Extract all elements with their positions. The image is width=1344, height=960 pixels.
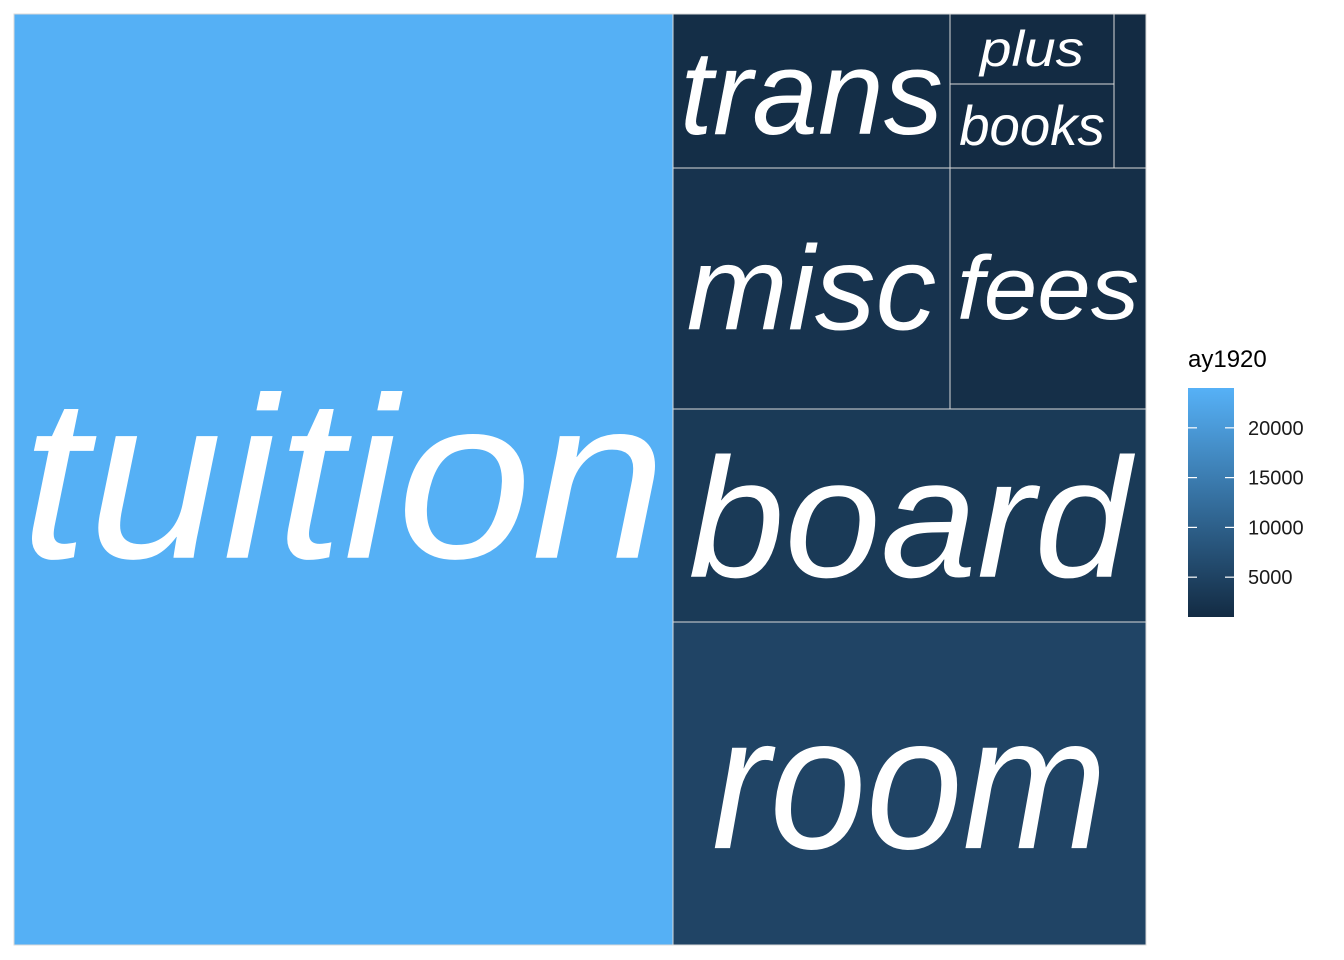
legend-title: ay1920 [1188, 346, 1267, 373]
legend: ay1920 5000 10000 15000 20000 [1188, 346, 1304, 617]
tile-books [949, 83, 1115, 169]
legend-tick-label-10000: 10000 [1248, 517, 1304, 539]
tile-label-books: books [959, 94, 1105, 157]
tile-room [672, 621, 1147, 946]
tile-small-8 [1113, 13, 1147, 169]
legend-tick-label-5000: 5000 [1248, 567, 1293, 589]
legend-colorbar [1188, 388, 1234, 617]
tile-label-fees: fees [957, 239, 1139, 339]
tile-label-trans: trans [680, 26, 943, 160]
tile-label-tuition: tuition [21, 350, 666, 607]
tile-label-room: room [712, 677, 1107, 889]
tile-label-board: board [689, 424, 1137, 614]
legend-ticks: 5000 10000 15000 20000 [1188, 418, 1304, 589]
tile-tuition [13, 13, 674, 946]
tile-label-plus: plus [978, 21, 1084, 77]
legend-tick-label-20000: 20000 [1248, 418, 1304, 440]
tile-label-misc: misc [687, 221, 937, 355]
legend-tick-label-15000: 15000 [1248, 468, 1304, 490]
tile-trans [672, 13, 951, 169]
tile-fees [949, 167, 1147, 410]
tile-misc [672, 167, 951, 410]
